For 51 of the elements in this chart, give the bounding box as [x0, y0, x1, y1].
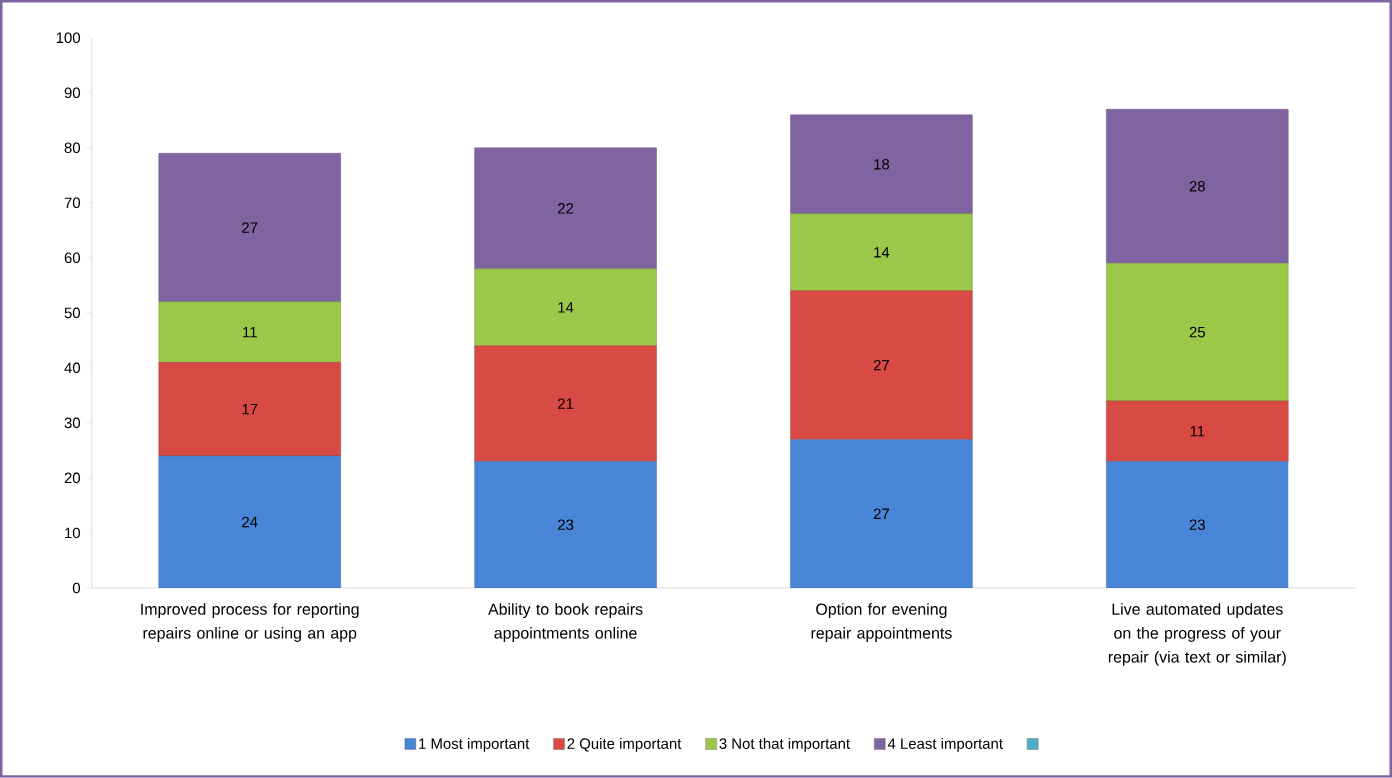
bar: [1106, 400, 1289, 462]
bar: [158, 153, 341, 303]
bar: [1106, 263, 1289, 402]
legend-label: 4 Least important: [887, 738, 1003, 752]
data-label: 27: [242, 222, 258, 233]
data-label: 14: [874, 247, 890, 258]
y-tick-label: 100: [56, 32, 81, 44]
y-tick-label: 70: [64, 197, 81, 209]
bar: [474, 345, 657, 462]
legend-label: 3 Not that important: [719, 738, 850, 752]
y-tick-label: 60: [64, 252, 81, 264]
bar: [474, 268, 657, 347]
data-label: 21: [558, 398, 574, 409]
data-label: 27: [873, 360, 889, 371]
bar: [158, 455, 341, 589]
bar: [790, 439, 973, 589]
data-label: 25: [1189, 326, 1205, 338]
y-tick-label: 40: [64, 362, 81, 374]
x-tick-label: Live automated updates on the progress of your repair (via text or similar): [1108, 603, 1286, 666]
bar: [1106, 461, 1289, 589]
bar: [790, 114, 973, 215]
y-tick-label: 10: [65, 527, 81, 539]
bar: [474, 147, 657, 270]
data-label: 14: [558, 302, 574, 313]
y-tick-label: 0: [72, 582, 81, 594]
y-tick-label: 20: [64, 472, 81, 484]
bar: [474, 461, 657, 589]
data-label: 17: [242, 404, 258, 415]
legend-label: 1 Most important: [419, 738, 530, 752]
data-label: 28: [1189, 181, 1205, 192]
data-label: 24: [242, 516, 258, 528]
data-label: 23: [1189, 519, 1205, 531]
y-tick-label: 90: [64, 87, 81, 99]
y-tick-label: 80: [64, 142, 81, 154]
data-label: 11: [243, 327, 257, 338]
x-tick-label: Option for evening repair appointments: [811, 603, 952, 643]
bar: [158, 362, 341, 457]
data-label: 11: [1190, 426, 1205, 437]
y-tick-label: 50: [64, 307, 81, 319]
data-label: 18: [874, 159, 890, 170]
bar: [790, 213, 973, 292]
x-tick-label: Ability to book repairs appointments online: [488, 603, 643, 643]
y-tick-label: 30: [64, 417, 81, 429]
data-label: 22: [558, 203, 574, 214]
data-label: 27: [873, 508, 889, 519]
x-tick-label: Improved process for reporting repairs online or using an app: [141, 603, 359, 643]
bar: [790, 290, 973, 440]
bar: [1106, 109, 1289, 264]
bar: [158, 301, 341, 363]
data-label: 23: [558, 519, 574, 531]
legend-label: 2 Quite important: [567, 738, 682, 752]
